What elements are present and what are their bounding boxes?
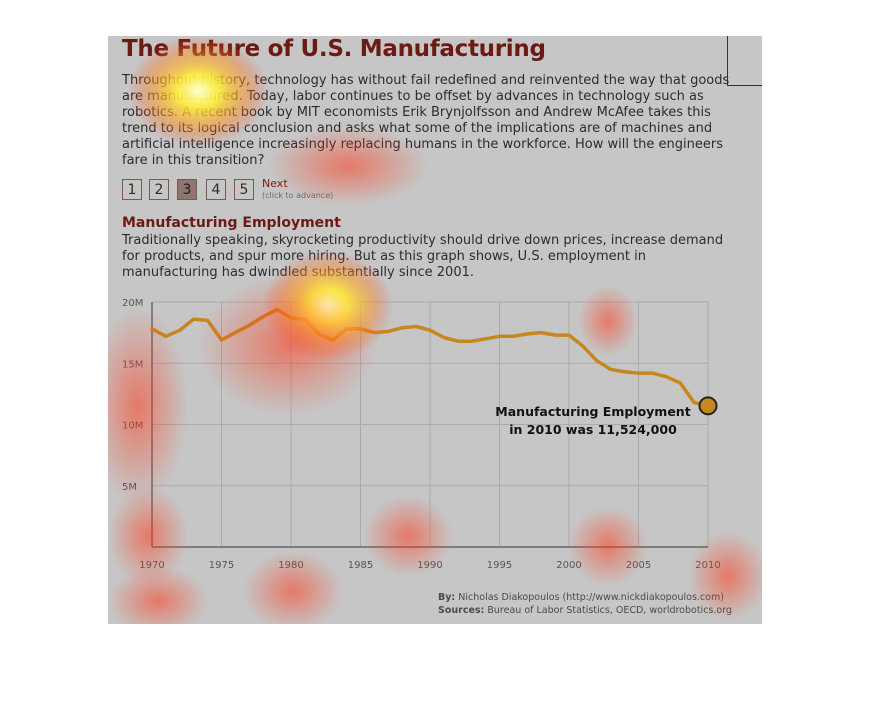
- x-tick-label: 2010: [695, 560, 720, 571]
- corner-divider: [727, 36, 728, 86]
- page-button-2[interactable]: 2: [149, 179, 169, 200]
- section-title: Manufacturing Employment: [122, 215, 341, 231]
- x-tick-label: 1995: [487, 560, 512, 571]
- annotation-line-1: Manufacturing Employment: [495, 404, 691, 419]
- chart-annotation: Manufacturing Employment in 2010 was 11,…: [488, 403, 698, 439]
- infographic-panel: The Future of U.S. Manufacturing Through…: [108, 36, 762, 624]
- y-tick-label: 5M: [122, 482, 137, 493]
- credits: By: Nicholas Diakopoulos (http://www.nic…: [438, 591, 732, 617]
- page-button-4[interactable]: 4: [206, 179, 226, 200]
- x-tick-label: 1980: [278, 560, 303, 571]
- by-value: Nicholas Diakopoulos (http://www.nickdia…: [458, 592, 724, 603]
- page-button-1[interactable]: 1: [122, 179, 142, 200]
- x-tick-label: 1985: [348, 560, 373, 571]
- y-tick-label: 20M: [122, 298, 143, 309]
- endpoint-marker: [698, 396, 718, 416]
- x-tick-label: 1990: [417, 560, 442, 571]
- page-button-3[interactable]: 3: [177, 179, 197, 200]
- x-tick-label: 1970: [139, 560, 164, 571]
- y-tick-label: 10M: [122, 421, 143, 432]
- page-button-5[interactable]: 5: [234, 179, 254, 200]
- by-label: By:: [438, 592, 456, 603]
- sources-label: Sources:: [438, 605, 485, 616]
- employment-chart: 1970 1975 1980 1985 1990 1995 2000 2005 2010 20M 1…: [122, 298, 721, 571]
- x-tick-label: 2000: [556, 560, 581, 571]
- x-tick-label: 1975: [209, 560, 234, 571]
- x-tick-label: 2005: [626, 560, 651, 571]
- corner-divider: [727, 85, 762, 86]
- annotation-line-2: in 2010 was 11,524,000: [509, 422, 677, 437]
- sources-value: Bureau of Labor Statistics, OECD, worldr…: [487, 605, 732, 616]
- y-tick-label: 15M: [122, 359, 143, 370]
